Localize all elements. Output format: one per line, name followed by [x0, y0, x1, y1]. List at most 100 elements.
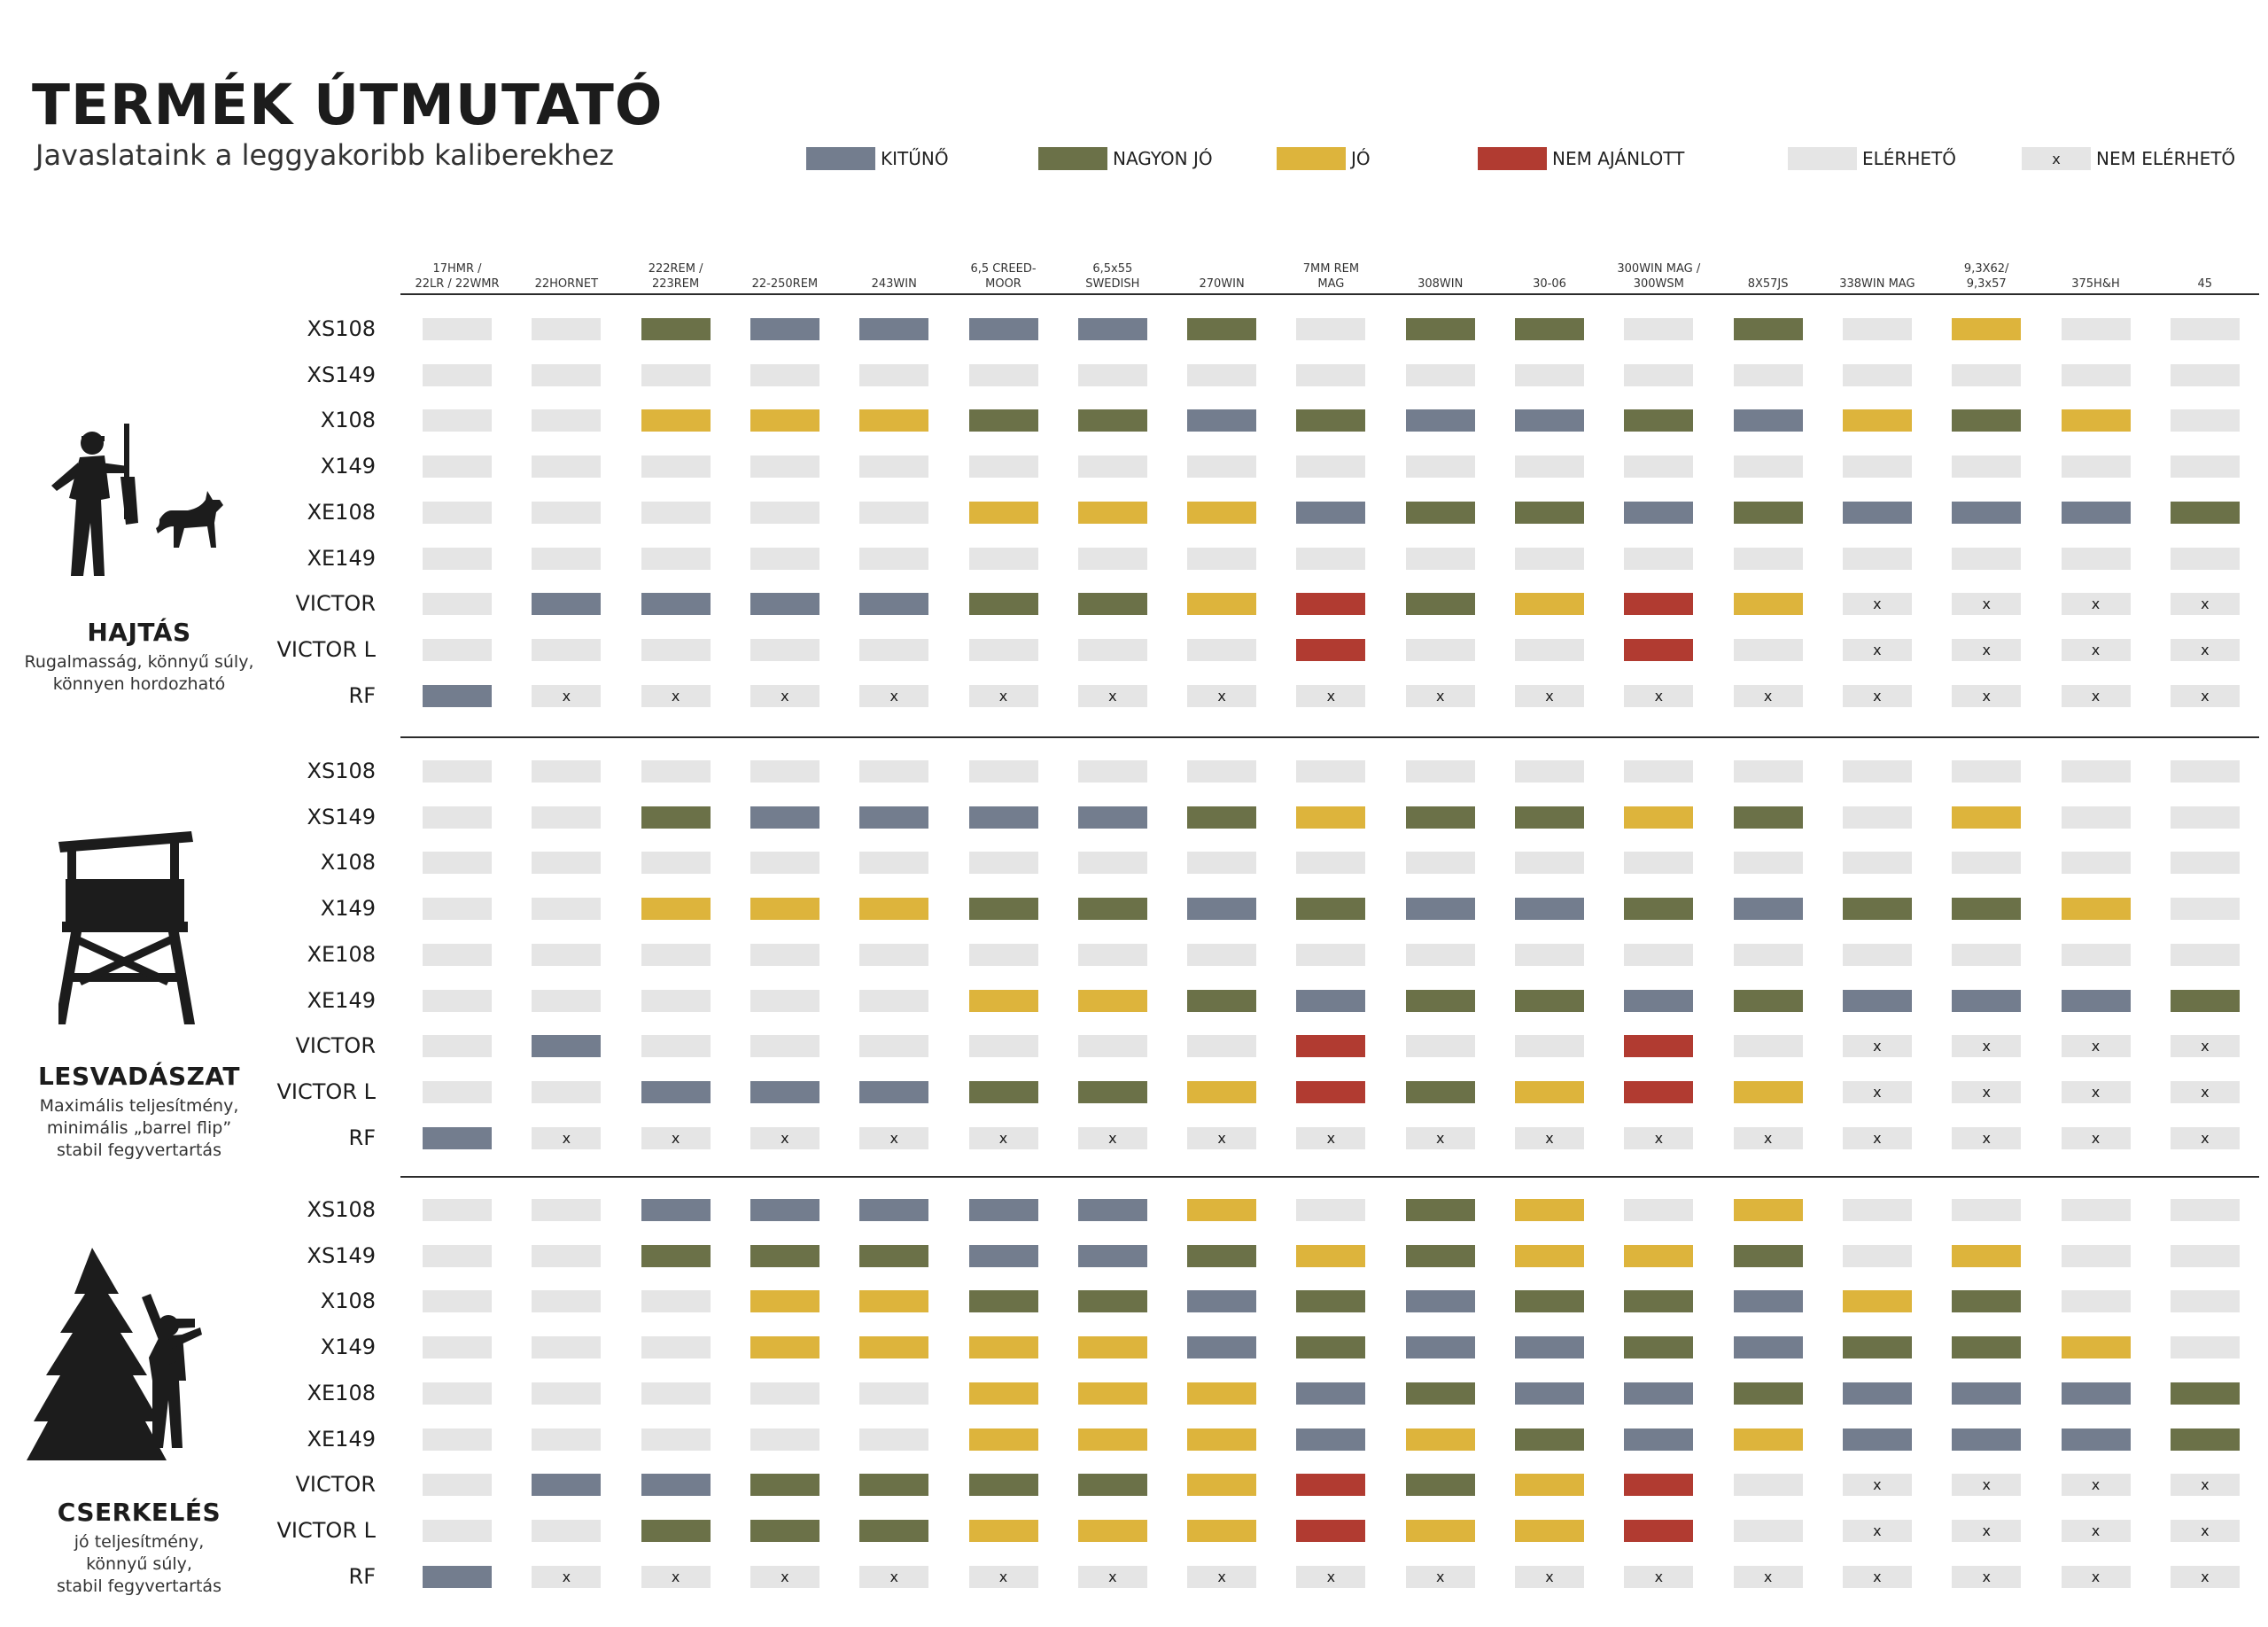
- rating-cell: [750, 1382, 819, 1405]
- rating-cell: [2170, 852, 2240, 875]
- rating-cell: [423, 547, 492, 570]
- rating-cell: [2170, 1428, 2240, 1451]
- row-label: X149: [320, 1335, 376, 1360]
- rating-cell: [859, 1428, 929, 1451]
- rating-cell: [1624, 547, 1694, 570]
- rating-cell: [2061, 409, 2131, 432]
- rating-cell: [2061, 1428, 2131, 1451]
- column-header-label: 6,5 CREED- MOOR: [970, 262, 1037, 291]
- rating-cell: [1952, 1199, 2022, 1221]
- rating-cell: x: [1624, 684, 1694, 707]
- column-header: 7MM REM MAG: [1279, 254, 1382, 292]
- row-label: XS108: [307, 316, 376, 341]
- rating-cell: [1296, 1428, 1366, 1451]
- rating-cell: [1842, 455, 1912, 479]
- rating-cell: x: [968, 684, 1038, 707]
- rating-cell: x: [532, 1126, 602, 1149]
- rating-cell: [1296, 989, 1366, 1012]
- rating-cell: [1296, 806, 1366, 829]
- rating-cell: [2061, 455, 2131, 479]
- rating-cell: [532, 593, 602, 616]
- legend-label: ELÉRHETŐ: [1862, 148, 1956, 169]
- rating-cell: [532, 898, 602, 921]
- rating-cell: [1187, 593, 1257, 616]
- rating-cell: [641, 806, 711, 829]
- rating-cell: [1077, 1199, 1147, 1221]
- rating-cell: [532, 943, 602, 966]
- rating-cell: [1077, 1290, 1147, 1313]
- rating-cell: x: [2170, 638, 2240, 661]
- rating-cell: [1515, 363, 1584, 386]
- rating-cell: x: [1952, 1474, 2022, 1497]
- rating-cell: [1733, 943, 1803, 966]
- rating-cell: [968, 1336, 1038, 1359]
- rating-cell: [1952, 318, 2022, 340]
- rating-cell: [1187, 455, 1257, 479]
- rating-cell: [423, 1565, 492, 1588]
- rating-cell: x: [1952, 1565, 2022, 1588]
- column-header: 22HORNET: [515, 254, 617, 292]
- rating-cell: [1624, 1382, 1694, 1405]
- rating-cell: [641, 593, 711, 616]
- page-subtitle: Javaslataink a leggyakoribb kaliberekhez: [35, 138, 614, 172]
- rating-cell: [1296, 638, 1366, 661]
- rating-cell: [1077, 1428, 1147, 1451]
- rating-cell: x: [1842, 1474, 1912, 1497]
- rating-cell: [1077, 1035, 1147, 1058]
- rating-cell: [641, 943, 711, 966]
- rating-cell: [1515, 547, 1584, 570]
- rating-cell: x: [1733, 1565, 1803, 1588]
- rating-cell: [1077, 363, 1147, 386]
- rating-cell: [1296, 1035, 1366, 1058]
- rating-cell: x: [1296, 1565, 1366, 1588]
- rating-cell: [1187, 1290, 1257, 1313]
- rating-cell: [1624, 760, 1694, 782]
- rating-cell: [750, 1035, 819, 1058]
- row-label: VICTOR: [295, 591, 376, 617]
- rating-cell: [1842, 409, 1912, 432]
- rating-cell: [1842, 943, 1912, 966]
- rating-cell: [1624, 1519, 1694, 1542]
- rating-cell: [1296, 943, 1366, 966]
- rating-cell: [968, 638, 1038, 661]
- rating-cell: [1405, 363, 1475, 386]
- column-header-label: 300WIN MAG / 300WSM: [1617, 262, 1701, 291]
- rating-cell: [2170, 898, 2240, 921]
- column-header: 8X57JS: [1717, 254, 1820, 292]
- rating-cell: [1515, 852, 1584, 875]
- section-description: Rugalmasság, könnyű súly, könnyen hordoz…: [24, 652, 254, 694]
- rating-cell: [1842, 318, 1912, 340]
- rating-cell: [750, 1474, 819, 1497]
- rating-cell: x: [1952, 638, 2022, 661]
- rating-cell: [1624, 363, 1694, 386]
- rating-cell: [1296, 1519, 1366, 1542]
- rating-cell: [1077, 547, 1147, 570]
- rating-cell: [859, 1035, 929, 1058]
- rating-cell: [1187, 1428, 1257, 1451]
- rating-cell: [1733, 760, 1803, 782]
- rating-cell: [750, 318, 819, 340]
- section-title: CSERKELÉS: [57, 1498, 221, 1527]
- rating-cell: [1296, 547, 1366, 570]
- rating-cell: x: [2170, 1519, 2240, 1542]
- rating-cell: [2170, 943, 2240, 966]
- rating-cell: x: [1515, 1565, 1584, 1588]
- rating-cell: [1405, 1474, 1475, 1497]
- rating-cell: x: [2061, 593, 2131, 616]
- rating-cell: [1405, 1244, 1475, 1267]
- rating-cell: [1405, 455, 1475, 479]
- row-label: XS149: [307, 362, 376, 387]
- rating-cell: [1952, 760, 2022, 782]
- rating-cell: [859, 318, 929, 340]
- rating-cell: [532, 1519, 602, 1542]
- rating-cell: [1842, 806, 1912, 829]
- rating-cell: [423, 1199, 492, 1221]
- rating-cell: [1187, 1336, 1257, 1359]
- column-header: 45: [2154, 254, 2256, 292]
- legend-item: x NEM ELÉRHETŐ: [2022, 147, 2235, 170]
- rating-cell: [750, 455, 819, 479]
- rating-cell: [1077, 318, 1147, 340]
- rating-cell: [1405, 1382, 1475, 1405]
- rating-cell: [532, 1244, 602, 1267]
- rating-cell: x: [1077, 684, 1147, 707]
